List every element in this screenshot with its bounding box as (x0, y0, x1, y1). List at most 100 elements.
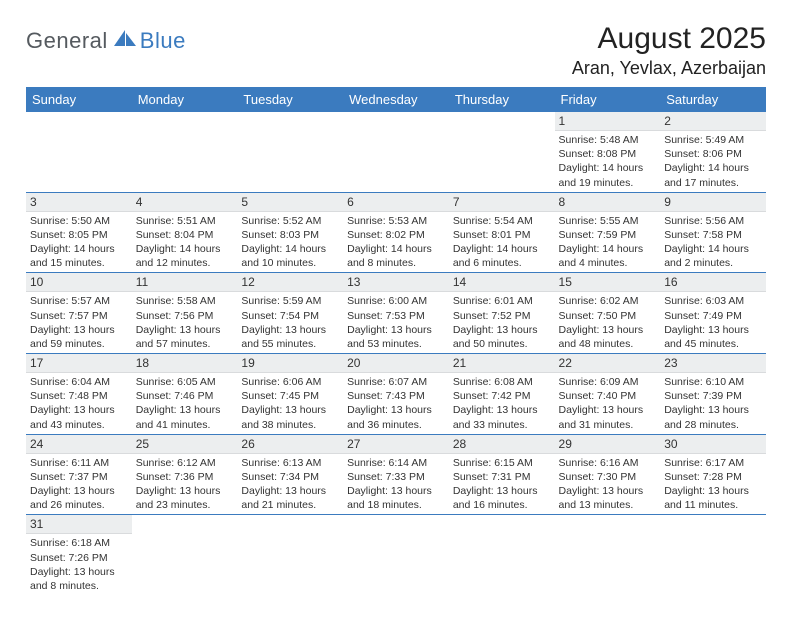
day-data: Sunrise: 5:57 AMSunset: 7:57 PMDaylight:… (26, 292, 132, 353)
day-number: 28 (449, 435, 555, 454)
day-data: Sunrise: 6:18 AMSunset: 7:26 PMDaylight:… (26, 534, 132, 595)
day-number: 16 (660, 273, 766, 292)
calendar-cell: 23Sunrise: 6:10 AMSunset: 7:39 PMDayligh… (660, 354, 766, 435)
day-data: Sunrise: 5:59 AMSunset: 7:54 PMDaylight:… (237, 292, 343, 353)
header: General Blue August 2025 Aran, Yevlax, A… (26, 22, 766, 79)
logo-text-blue: Blue (140, 28, 186, 54)
day-data: Sunrise: 6:11 AMSunset: 7:37 PMDaylight:… (26, 454, 132, 515)
day-number: 26 (237, 435, 343, 454)
calendar-cell: 11Sunrise: 5:58 AMSunset: 7:56 PMDayligh… (132, 273, 238, 354)
day-number: 8 (555, 193, 661, 212)
calendar-cell (343, 515, 449, 595)
day-number: 3 (26, 193, 132, 212)
day-number: 20 (343, 354, 449, 373)
day-data: Sunrise: 6:09 AMSunset: 7:40 PMDaylight:… (555, 373, 661, 434)
calendar-cell (26, 112, 132, 192)
calendar-table: SundayMondayTuesdayWednesdayThursdayFrid… (26, 87, 766, 595)
day-number: 7 (449, 193, 555, 212)
day-data: Sunrise: 5:53 AMSunset: 8:02 PMDaylight:… (343, 212, 449, 273)
calendar-cell: 5Sunrise: 5:52 AMSunset: 8:03 PMDaylight… (237, 192, 343, 273)
calendar-cell: 10Sunrise: 5:57 AMSunset: 7:57 PMDayligh… (26, 273, 132, 354)
day-number: 30 (660, 435, 766, 454)
day-number: 9 (660, 193, 766, 212)
calendar-head: SundayMondayTuesdayWednesdayThursdayFrid… (26, 87, 766, 112)
day-number: 13 (343, 273, 449, 292)
day-number: 21 (449, 354, 555, 373)
day-data: Sunrise: 6:13 AMSunset: 7:34 PMDaylight:… (237, 454, 343, 515)
day-header: Saturday (660, 87, 766, 112)
calendar-cell (449, 515, 555, 595)
calendar-cell (132, 112, 238, 192)
calendar-cell: 30Sunrise: 6:17 AMSunset: 7:28 PMDayligh… (660, 434, 766, 515)
day-number: 5 (237, 193, 343, 212)
month-title: August 2025 (572, 22, 766, 56)
day-data: Sunrise: 6:14 AMSunset: 7:33 PMDaylight:… (343, 454, 449, 515)
day-data: Sunrise: 6:06 AMSunset: 7:45 PMDaylight:… (237, 373, 343, 434)
day-number: 18 (132, 354, 238, 373)
day-data: Sunrise: 5:48 AMSunset: 8:08 PMDaylight:… (555, 131, 661, 192)
calendar-week-row: 1Sunrise: 5:48 AMSunset: 8:08 PMDaylight… (26, 112, 766, 192)
day-data: Sunrise: 5:56 AMSunset: 7:58 PMDaylight:… (660, 212, 766, 273)
day-number: 6 (343, 193, 449, 212)
calendar-cell: 31Sunrise: 6:18 AMSunset: 7:26 PMDayligh… (26, 515, 132, 595)
calendar-cell (449, 112, 555, 192)
day-number: 24 (26, 435, 132, 454)
day-data: Sunrise: 5:50 AMSunset: 8:05 PMDaylight:… (26, 212, 132, 273)
day-number: 19 (237, 354, 343, 373)
day-data: Sunrise: 6:08 AMSunset: 7:42 PMDaylight:… (449, 373, 555, 434)
calendar-cell: 20Sunrise: 6:07 AMSunset: 7:43 PMDayligh… (343, 354, 449, 435)
calendar-cell: 17Sunrise: 6:04 AMSunset: 7:48 PMDayligh… (26, 354, 132, 435)
calendar-cell: 18Sunrise: 6:05 AMSunset: 7:46 PMDayligh… (132, 354, 238, 435)
calendar-cell: 13Sunrise: 6:00 AMSunset: 7:53 PMDayligh… (343, 273, 449, 354)
location: Aran, Yevlax, Azerbaijan (572, 58, 766, 79)
calendar-cell (132, 515, 238, 595)
calendar-cell: 2Sunrise: 5:49 AMSunset: 8:06 PMDaylight… (660, 112, 766, 192)
calendar-cell: 27Sunrise: 6:14 AMSunset: 7:33 PMDayligh… (343, 434, 449, 515)
calendar-cell: 26Sunrise: 6:13 AMSunset: 7:34 PMDayligh… (237, 434, 343, 515)
day-header: Tuesday (237, 87, 343, 112)
calendar-page: General Blue August 2025 Aran, Yevlax, A… (0, 0, 792, 617)
day-header-row: SundayMondayTuesdayWednesdayThursdayFrid… (26, 87, 766, 112)
sail-icon (112, 28, 138, 48)
day-data: Sunrise: 5:54 AMSunset: 8:01 PMDaylight:… (449, 212, 555, 273)
day-number: 27 (343, 435, 449, 454)
day-number: 2 (660, 112, 766, 131)
calendar-cell (237, 112, 343, 192)
calendar-cell: 4Sunrise: 5:51 AMSunset: 8:04 PMDaylight… (132, 192, 238, 273)
calendar-cell: 24Sunrise: 6:11 AMSunset: 7:37 PMDayligh… (26, 434, 132, 515)
calendar-cell: 12Sunrise: 5:59 AMSunset: 7:54 PMDayligh… (237, 273, 343, 354)
calendar-cell: 29Sunrise: 6:16 AMSunset: 7:30 PMDayligh… (555, 434, 661, 515)
calendar-week-row: 10Sunrise: 5:57 AMSunset: 7:57 PMDayligh… (26, 273, 766, 354)
calendar-cell: 9Sunrise: 5:56 AMSunset: 7:58 PMDaylight… (660, 192, 766, 273)
calendar-cell: 15Sunrise: 6:02 AMSunset: 7:50 PMDayligh… (555, 273, 661, 354)
day-data: Sunrise: 6:15 AMSunset: 7:31 PMDaylight:… (449, 454, 555, 515)
calendar-body: 1Sunrise: 5:48 AMSunset: 8:08 PMDaylight… (26, 112, 766, 595)
calendar-cell (555, 515, 661, 595)
day-data: Sunrise: 5:49 AMSunset: 8:06 PMDaylight:… (660, 131, 766, 192)
calendar-cell: 14Sunrise: 6:01 AMSunset: 7:52 PMDayligh… (449, 273, 555, 354)
calendar-week-row: 3Sunrise: 5:50 AMSunset: 8:05 PMDaylight… (26, 192, 766, 273)
day-number: 31 (26, 515, 132, 534)
day-data: Sunrise: 6:00 AMSunset: 7:53 PMDaylight:… (343, 292, 449, 353)
calendar-cell: 28Sunrise: 6:15 AMSunset: 7:31 PMDayligh… (449, 434, 555, 515)
calendar-week-row: 31Sunrise: 6:18 AMSunset: 7:26 PMDayligh… (26, 515, 766, 595)
calendar-cell (660, 515, 766, 595)
day-number: 25 (132, 435, 238, 454)
day-data: Sunrise: 5:51 AMSunset: 8:04 PMDaylight:… (132, 212, 238, 273)
day-number: 15 (555, 273, 661, 292)
day-data: Sunrise: 6:07 AMSunset: 7:43 PMDaylight:… (343, 373, 449, 434)
day-number: 14 (449, 273, 555, 292)
calendar-cell: 21Sunrise: 6:08 AMSunset: 7:42 PMDayligh… (449, 354, 555, 435)
day-header: Sunday (26, 87, 132, 112)
day-data: Sunrise: 6:02 AMSunset: 7:50 PMDaylight:… (555, 292, 661, 353)
day-number: 23 (660, 354, 766, 373)
day-data: Sunrise: 5:55 AMSunset: 7:59 PMDaylight:… (555, 212, 661, 273)
day-number: 4 (132, 193, 238, 212)
day-header: Friday (555, 87, 661, 112)
calendar-cell: 6Sunrise: 5:53 AMSunset: 8:02 PMDaylight… (343, 192, 449, 273)
logo: General Blue (26, 28, 186, 54)
day-header: Monday (132, 87, 238, 112)
day-data: Sunrise: 6:10 AMSunset: 7:39 PMDaylight:… (660, 373, 766, 434)
logo-text-general: General (26, 28, 108, 54)
day-number: 22 (555, 354, 661, 373)
